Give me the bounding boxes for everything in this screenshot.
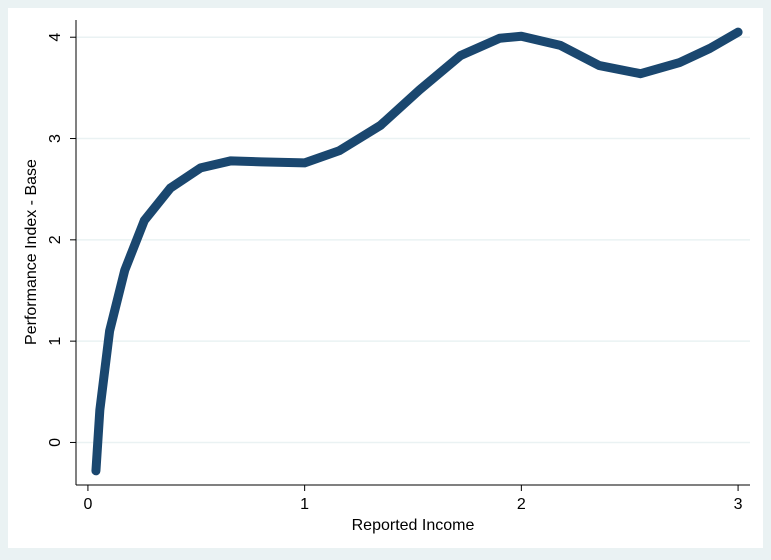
y-axis-label: Performance Index - Base — [23, 159, 40, 345]
y-tick-label: 2 — [47, 235, 64, 244]
y-tick-label: 4 — [47, 33, 64, 42]
plot-background — [8, 8, 763, 548]
y-tick-label: 0 — [47, 438, 64, 447]
y-tick-label: 1 — [47, 337, 64, 346]
x-tick-label: 2 — [517, 496, 526, 513]
x-tick-label: 3 — [734, 496, 743, 513]
x-tick-label: 0 — [83, 496, 92, 513]
y-tick-label: 3 — [47, 134, 64, 143]
line — [91, 27, 743, 476]
x-tick-label: 1 — [300, 496, 309, 513]
x-axis-label: Reported Income — [352, 517, 475, 534]
